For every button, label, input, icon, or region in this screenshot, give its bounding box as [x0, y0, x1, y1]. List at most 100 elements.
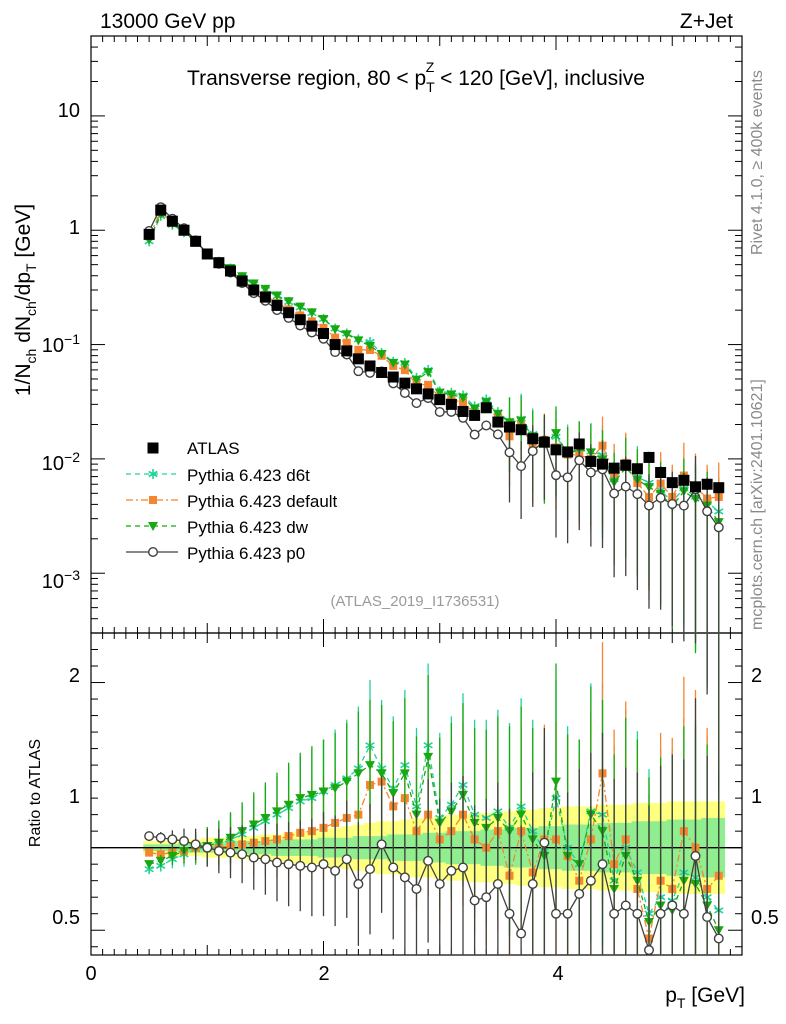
- xtick-4: 4: [552, 963, 563, 985]
- point-atlas: [306, 320, 318, 332]
- ratio-point-dw: [144, 860, 155, 870]
- title-sub: T: [426, 79, 435, 95]
- ratio-point-dw: [376, 769, 387, 779]
- point-atlas: [608, 462, 620, 474]
- point-dw: [365, 341, 375, 351]
- header-left: 13000 GeV pp: [100, 10, 235, 33]
- ratio-point-p0: [585, 875, 596, 886]
- point-dw: [434, 388, 445, 398]
- ytick-1: 1: [69, 217, 80, 239]
- ratio-point-p0: [609, 908, 620, 919]
- point-p0: [678, 500, 689, 511]
- title-sup: Z: [426, 59, 435, 75]
- point-dw: [399, 360, 410, 370]
- top-ylabel: 1/Nch dNch/dpT [GeV]: [12, 204, 39, 396]
- point-atlas: [538, 436, 550, 448]
- ratio-point-dw: [283, 800, 294, 810]
- series-atlas: [143, 204, 725, 494]
- legend-atlas-label: ATLAS: [187, 439, 240, 458]
- point-dw: [551, 429, 561, 439]
- point-atlas: [527, 433, 539, 445]
- header-right: Z+Jet: [680, 10, 733, 33]
- ratio-point-dw: [272, 807, 282, 817]
- point-atlas: [597, 458, 608, 470]
- point-default: [342, 338, 351, 347]
- ratio-point-dw: [516, 810, 527, 820]
- point-dw: [318, 314, 329, 324]
- legend-default-marker: [149, 496, 157, 504]
- ratio-point-p0: [411, 883, 422, 894]
- point-p0: [702, 506, 713, 517]
- point-p0: [655, 492, 666, 503]
- point-dw: [295, 302, 306, 312]
- point-p0: [353, 366, 364, 377]
- point-atlas: [201, 248, 213, 260]
- point-dw: [492, 409, 503, 419]
- ratio-point-p0: [388, 862, 399, 873]
- point-atlas: [178, 224, 190, 236]
- point-dw: [341, 330, 352, 340]
- ratio-point-p0: [620, 900, 631, 911]
- point-atlas: [259, 291, 271, 303]
- mcplots-label: mcplots.cern.ch [arXiv:2401.10621]: [749, 379, 766, 630]
- ratio-point-p0: [562, 908, 573, 919]
- point-default: [354, 345, 363, 354]
- ratio-point-dw: [388, 789, 399, 799]
- point-dw: [330, 325, 341, 335]
- point-atlas: [713, 482, 725, 494]
- ratio-point-p0: [213, 845, 224, 856]
- ratio-point-default: [156, 850, 165, 859]
- point-dw: [353, 336, 364, 346]
- point-p0: [411, 398, 422, 409]
- point-p0: [562, 472, 573, 483]
- point-atlas: [504, 421, 515, 433]
- point-dw: [376, 350, 387, 360]
- series-layer: [143, 202, 725, 956]
- point-dw: [260, 284, 271, 294]
- ratio-point-dw: [155, 856, 166, 866]
- point-atlas: [318, 327, 329, 339]
- point-atlas: [643, 451, 655, 463]
- legend-p0-marker: [147, 547, 158, 558]
- point-atlas: [492, 416, 504, 428]
- point-dw: [283, 297, 294, 307]
- ytick-10: 10: [58, 100, 80, 122]
- point-default: [424, 380, 433, 389]
- point-default: [331, 333, 340, 342]
- ratio-point-p0: [713, 933, 724, 944]
- point-atlas: [166, 215, 178, 227]
- point-p0: [481, 420, 492, 431]
- point-p0: [516, 461, 527, 472]
- point-default: [400, 366, 409, 375]
- ratio-point-p0: [341, 854, 352, 865]
- point-atlas: [422, 388, 434, 400]
- point-atlas: [411, 383, 422, 395]
- point-dw: [516, 416, 527, 426]
- ytick-0.1: 10−1: [42, 331, 80, 357]
- legend-atlas-marker: [147, 442, 159, 454]
- ratio-point-p0: [144, 831, 155, 842]
- ratio-point-p0: [365, 864, 376, 875]
- ratio-point-p0: [376, 839, 387, 850]
- point-atlas: [620, 459, 632, 471]
- ratio-point-p0: [597, 859, 608, 870]
- ratio-point-p0: [202, 842, 213, 853]
- ratio-point-p0: [225, 847, 236, 858]
- ratio-point-p0: [527, 878, 538, 889]
- ratio-point-p0: [632, 908, 643, 919]
- legend-default-label: Pythia 6.423 default: [187, 492, 338, 511]
- point-p0: [667, 499, 678, 510]
- ratio-point-p0: [178, 836, 189, 847]
- point-p0: [399, 387, 410, 398]
- point-dw: [306, 308, 317, 318]
- ratio-point-dw: [306, 790, 317, 800]
- point-p0: [632, 489, 643, 500]
- rtick-left-1: 1: [69, 786, 80, 808]
- ratio-point-dw: [248, 820, 259, 830]
- ratio-point-p0: [353, 878, 364, 889]
- point-p0: [434, 406, 445, 417]
- point-atlas: [155, 204, 167, 216]
- rtick-right-1: 1: [751, 786, 762, 808]
- point-p0: [551, 470, 562, 481]
- point-atlas: [666, 477, 678, 489]
